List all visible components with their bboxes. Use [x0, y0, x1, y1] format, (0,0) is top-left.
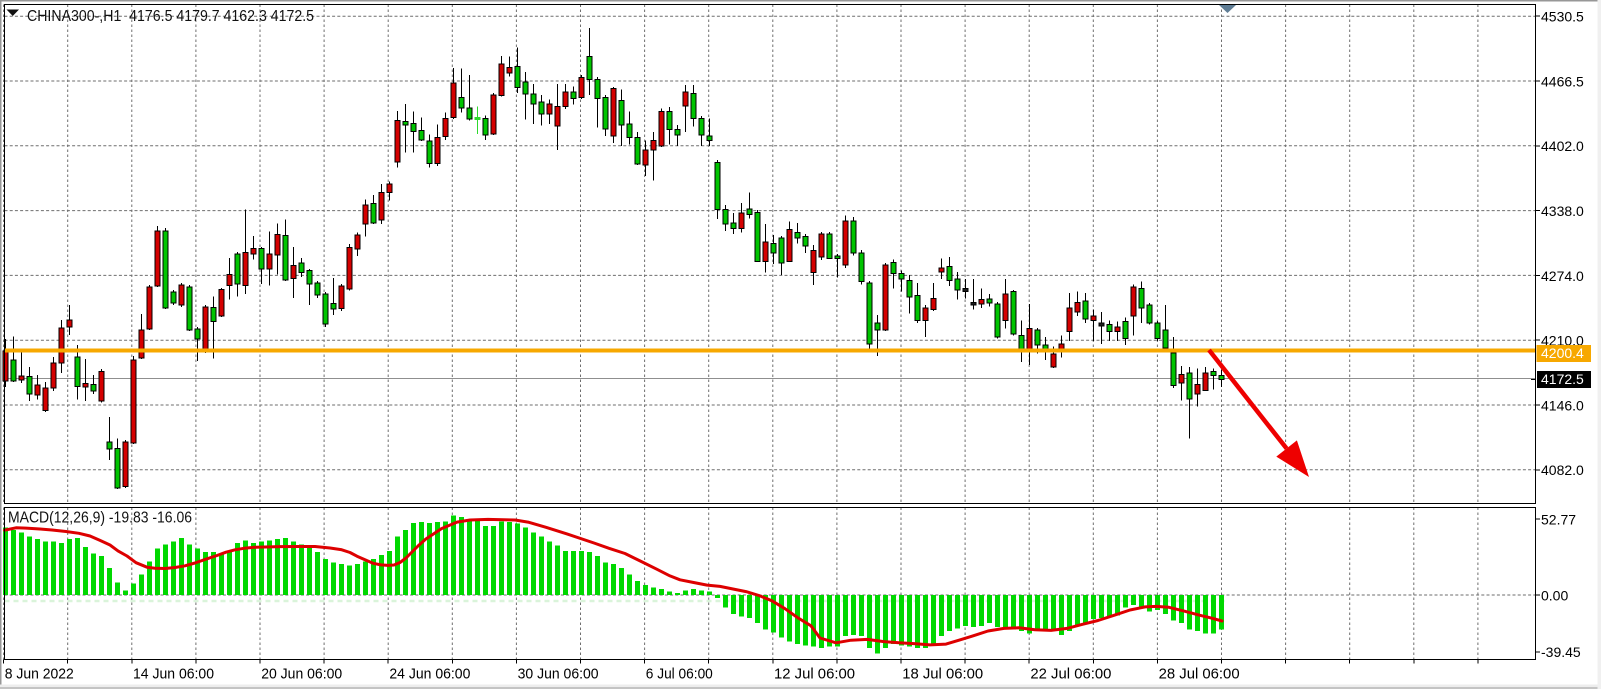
- svg-text:MACD(12,26,9) -19.83 -16.06: MACD(12,26,9) -19.83 -16.06: [8, 510, 192, 527]
- svg-text:-39.45: -39.45: [1541, 644, 1581, 660]
- svg-text:18 Jul 06:00: 18 Jul 06:00: [902, 666, 983, 683]
- svg-text:22 Jul 06:00: 22 Jul 06:00: [1030, 666, 1111, 683]
- svg-text:30 Jun 06:00: 30 Jun 06:00: [518, 666, 599, 683]
- svg-text:24 Jun 06:00: 24 Jun 06:00: [389, 666, 470, 683]
- svg-text:CHINA300-,H1 4176.5 4179.7 41: CHINA300-,H1 4176.5 4179.7 4162.3 4172.5: [27, 8, 314, 25]
- svg-text:4210.0: 4210.0: [1541, 333, 1584, 349]
- svg-text:4146.0: 4146.0: [1541, 397, 1584, 413]
- svg-text:20 Jun 06:00: 20 Jun 06:00: [261, 666, 342, 683]
- svg-text:14 Jun 06:00: 14 Jun 06:00: [133, 666, 214, 683]
- svg-text:52.77: 52.77: [1541, 511, 1576, 527]
- svg-text:4402.0: 4402.0: [1541, 138, 1584, 154]
- svg-text:4200.4: 4200.4: [1541, 345, 1584, 361]
- svg-text:4530.5: 4530.5: [1541, 9, 1584, 25]
- svg-text:12 Jul 06:00: 12 Jul 06:00: [774, 666, 855, 683]
- svg-text:4466.5: 4466.5: [1541, 73, 1584, 89]
- svg-text:8 Jun 2022: 8 Jun 2022: [5, 666, 74, 683]
- svg-text:4082.0: 4082.0: [1541, 462, 1584, 478]
- svg-text:4274.0: 4274.0: [1541, 268, 1584, 284]
- svg-text:28 Jul 06:00: 28 Jul 06:00: [1159, 666, 1240, 683]
- svg-text:4338.0: 4338.0: [1541, 203, 1584, 219]
- svg-text:6 Jul 06:00: 6 Jul 06:00: [646, 666, 713, 683]
- svg-text:4172.5: 4172.5: [1541, 371, 1584, 387]
- svg-text:0.00: 0.00: [1541, 587, 1568, 603]
